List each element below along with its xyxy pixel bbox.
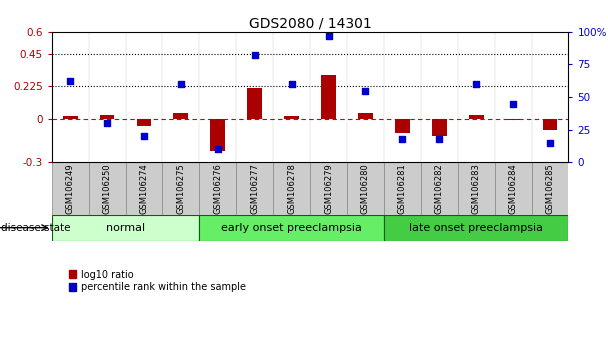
Text: GSM106279: GSM106279 bbox=[324, 163, 333, 214]
Bar bbox=[531, 162, 568, 215]
Point bbox=[250, 52, 260, 58]
Bar bbox=[432, 119, 447, 136]
Bar bbox=[52, 215, 199, 241]
Bar bbox=[310, 162, 347, 215]
Text: GSM106276: GSM106276 bbox=[213, 163, 223, 214]
Bar bbox=[100, 115, 114, 119]
Point bbox=[508, 101, 518, 107]
Point bbox=[176, 81, 186, 87]
Point bbox=[65, 79, 75, 84]
Point bbox=[434, 136, 444, 142]
Bar bbox=[273, 162, 310, 215]
Text: early onset preeclampsia: early onset preeclampsia bbox=[221, 223, 362, 233]
Bar bbox=[284, 116, 299, 119]
Bar bbox=[162, 162, 199, 215]
Bar bbox=[347, 162, 384, 215]
Bar bbox=[210, 119, 225, 151]
Bar bbox=[137, 119, 151, 126]
Point bbox=[287, 81, 297, 87]
Bar bbox=[173, 113, 188, 119]
Bar bbox=[199, 162, 237, 215]
Bar bbox=[358, 113, 373, 119]
Text: GSM106280: GSM106280 bbox=[361, 163, 370, 214]
Bar bbox=[321, 75, 336, 119]
Text: normal: normal bbox=[106, 223, 145, 233]
Text: GSM106282: GSM106282 bbox=[435, 163, 444, 214]
Bar bbox=[199, 215, 384, 241]
Text: GSM106285: GSM106285 bbox=[545, 163, 554, 214]
Bar bbox=[542, 119, 558, 131]
Point bbox=[545, 140, 555, 145]
Bar bbox=[237, 162, 273, 215]
Bar bbox=[495, 162, 531, 215]
Text: GSM106277: GSM106277 bbox=[250, 163, 259, 214]
Text: GSM106278: GSM106278 bbox=[287, 163, 296, 214]
Point bbox=[213, 147, 223, 152]
Bar bbox=[125, 162, 162, 215]
Text: GSM106284: GSM106284 bbox=[509, 163, 517, 214]
Bar bbox=[506, 119, 520, 120]
Point bbox=[398, 136, 407, 142]
Legend: log10 ratio, percentile rank within the sample: log10 ratio, percentile rank within the … bbox=[69, 270, 246, 292]
Point bbox=[102, 120, 112, 126]
Text: GSM106249: GSM106249 bbox=[66, 163, 75, 214]
Title: GDS2080 / 14301: GDS2080 / 14301 bbox=[249, 17, 371, 31]
Bar bbox=[384, 162, 421, 215]
Bar bbox=[52, 162, 89, 215]
Point bbox=[139, 133, 149, 139]
Point bbox=[361, 88, 370, 93]
Point bbox=[471, 81, 481, 87]
Bar bbox=[63, 116, 78, 119]
Text: disease state: disease state bbox=[1, 223, 71, 233]
Text: GSM106281: GSM106281 bbox=[398, 163, 407, 214]
Bar bbox=[469, 115, 483, 119]
Bar bbox=[421, 162, 458, 215]
Point bbox=[323, 33, 333, 39]
Text: GSM106283: GSM106283 bbox=[472, 163, 481, 214]
Bar bbox=[395, 119, 410, 133]
Bar bbox=[458, 162, 495, 215]
Bar bbox=[247, 88, 262, 119]
Bar bbox=[384, 215, 568, 241]
Text: GSM106250: GSM106250 bbox=[103, 163, 111, 214]
Text: GSM106275: GSM106275 bbox=[176, 163, 185, 214]
Text: GSM106274: GSM106274 bbox=[139, 163, 148, 214]
Text: late onset preeclampsia: late onset preeclampsia bbox=[409, 223, 543, 233]
Bar bbox=[89, 162, 125, 215]
